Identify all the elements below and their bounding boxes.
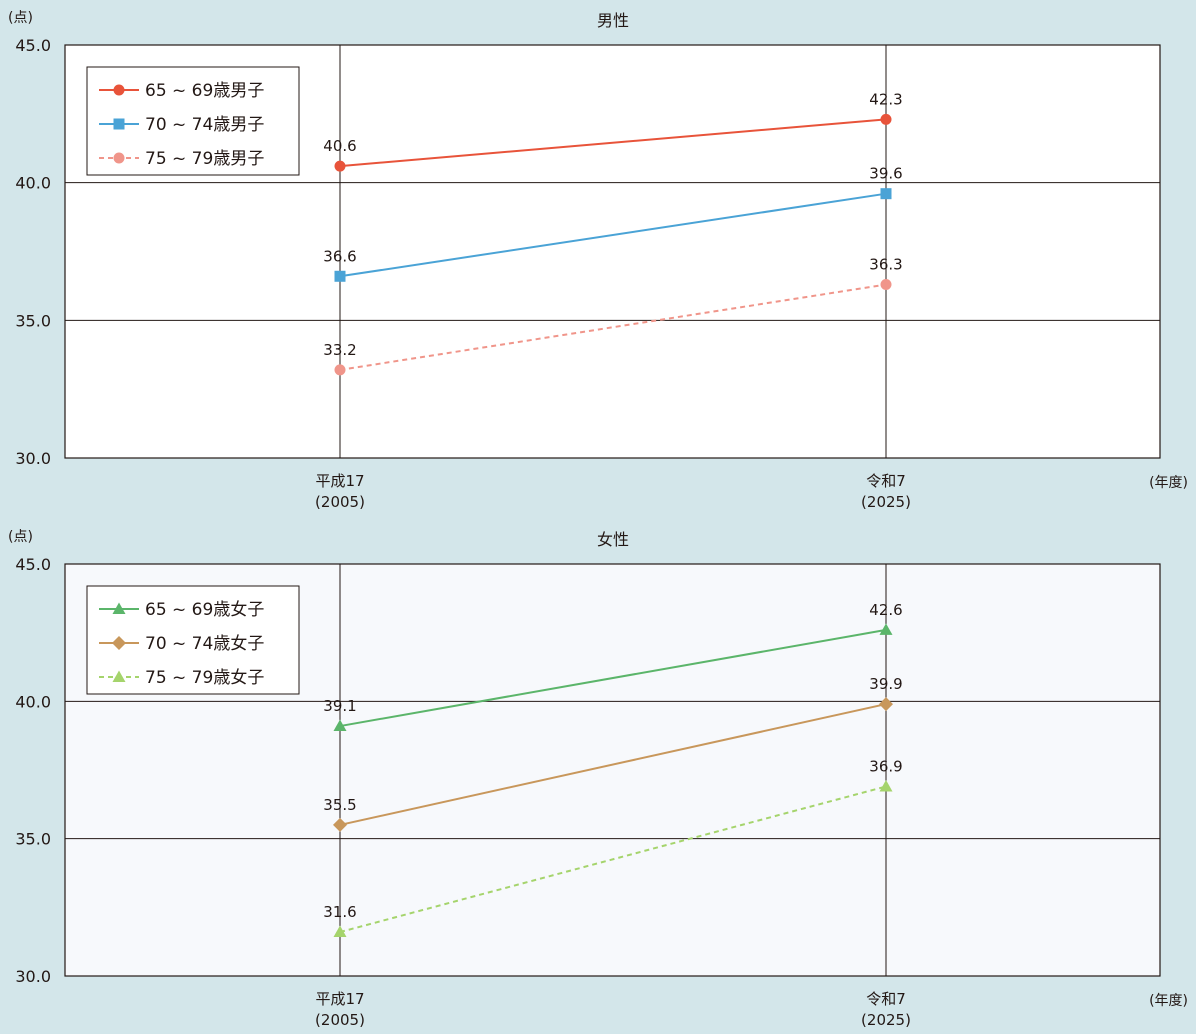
plot-frame — [64, 44, 1161, 459]
x-tick-label: 令和7 — [866, 472, 906, 490]
x-tick-sublabel: (2005) — [315, 493, 365, 511]
y-tick-label: 35.0 — [15, 311, 51, 330]
legend-marker — [112, 636, 126, 650]
legend-label: 65 ~ 69歳男子 — [145, 81, 264, 101]
data-point — [334, 270, 346, 282]
data-label: 39.6 — [869, 165, 902, 183]
legend-label: 75 ~ 79歳男子 — [145, 149, 264, 169]
data-label: 36.3 — [869, 256, 902, 274]
series-line — [339, 192, 887, 278]
data-point — [880, 113, 892, 125]
x-axis-unit: (年度) — [1149, 993, 1188, 1009]
data-point — [879, 779, 893, 792]
chart-panel-1: 30.0 35.0 40.0 45.0 男性 (点) (年度) 平成17 (2005) 令和7 (2… — [8, 10, 1188, 511]
x-tick-label: 平成17 — [315, 990, 364, 1008]
data-point — [334, 364, 346, 376]
data-point — [880, 279, 892, 291]
data-label: 36.9 — [869, 757, 902, 775]
data-label: 40.6 — [323, 137, 356, 155]
series-line — [339, 628, 887, 728]
data-label: 42.3 — [869, 90, 902, 108]
data-label: 31.6 — [323, 903, 356, 921]
chart-panel-2: 30.0 35.0 40.0 45.0 女性 (点) (年度) 平成17 (2005) 令和7 (2… — [8, 529, 1188, 1029]
legend-marker — [112, 602, 126, 614]
data-label: 39.9 — [869, 675, 902, 693]
legend-label: 70 ~ 74歳女子 — [145, 634, 264, 654]
legend-marker — [113, 84, 125, 96]
y-tick-label: 40.0 — [15, 692, 51, 711]
data-point — [880, 188, 892, 200]
x-tick-label: 平成17 — [315, 472, 364, 490]
series-line — [339, 118, 887, 168]
x-tick-sublabel: (2025) — [861, 493, 911, 511]
plot-frame — [64, 563, 1161, 977]
data-label: 35.5 — [323, 796, 356, 814]
data-point — [879, 697, 893, 712]
series-1: 39.1 42.6 — [323, 601, 903, 732]
chart-title: 女性 — [597, 530, 629, 549]
legend-label: 65 ~ 69歳女子 — [145, 600, 264, 620]
series-2: 36.6 39.6 — [323, 165, 903, 282]
legend: 65 ~ 69歳男子 70 ~ 74歳男子 75 ~ 79歳男子 — [86, 66, 300, 176]
data-point — [333, 719, 347, 732]
y-tick-label: 45.0 — [15, 36, 51, 55]
x-tick-label: 令和7 — [866, 990, 906, 1008]
legend-marker — [113, 152, 125, 164]
data-label: 33.2 — [323, 341, 356, 359]
series-line — [339, 785, 887, 934]
legend-label: 70 ~ 74歳男子 — [145, 115, 264, 135]
y-tick-label: 45.0 — [15, 555, 51, 574]
legend-label: 75 ~ 79歳女子 — [145, 668, 264, 688]
y-axis-unit: (点) — [8, 529, 33, 545]
y-tick-label: 30.0 — [15, 449, 51, 468]
legend: 65 ~ 69歳女子 70 ~ 74歳女子 75 ~ 79歳女子 — [86, 585, 300, 695]
series-line — [339, 283, 887, 371]
x-tick-sublabel: (2005) — [315, 1011, 365, 1029]
data-label: 42.6 — [869, 601, 902, 619]
y-tick-label: 35.0 — [15, 830, 51, 849]
chart-title: 男性 — [597, 11, 629, 30]
series-1: 40.6 42.3 — [323, 90, 903, 172]
series-line — [339, 703, 887, 826]
data-label: 36.6 — [323, 247, 356, 265]
data-point — [334, 160, 346, 172]
series-3: 31.6 36.9 — [323, 757, 903, 938]
y-tick-label: 40.0 — [15, 174, 51, 193]
x-tick-sublabel: (2025) — [861, 1011, 911, 1029]
x-axis-unit: (年度) — [1149, 475, 1188, 491]
legend-marker — [113, 118, 125, 130]
y-tick-label: 30.0 — [15, 967, 51, 986]
data-label: 39.1 — [323, 697, 356, 715]
series-2: 35.5 39.9 — [323, 675, 903, 832]
data-point — [333, 925, 347, 938]
series-3: 33.2 36.3 — [323, 256, 903, 376]
data-point — [333, 817, 347, 832]
legend-marker — [112, 670, 126, 682]
y-axis-unit: (点) — [8, 10, 33, 26]
data-point — [879, 623, 893, 635]
